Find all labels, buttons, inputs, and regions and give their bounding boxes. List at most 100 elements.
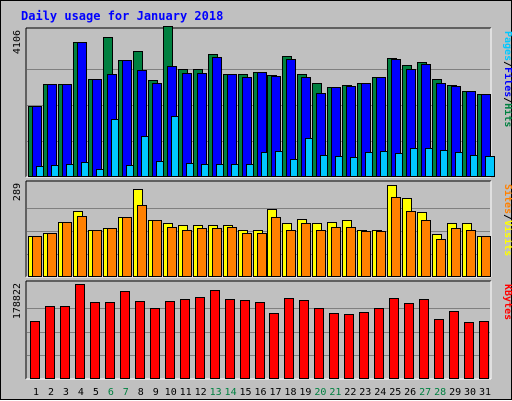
x-tick-label: 28 <box>434 387 446 398</box>
bar-sites-day-6 <box>107 228 117 277</box>
bar-sites-day-22 <box>346 227 356 277</box>
bar-sites-day-1 <box>32 236 42 277</box>
bar-kbytes-day-16 <box>255 302 265 379</box>
bar-kbytes-day-17 <box>269 313 279 379</box>
bar-sites-day-21 <box>331 227 341 277</box>
bar-files-day-7 <box>122 60 132 177</box>
x-tick-label: 8 <box>138 387 144 398</box>
y-max-label: 289 <box>12 183 23 201</box>
x-tick-label: 17 <box>269 387 281 398</box>
bar-files-day-5 <box>92 79 102 177</box>
bar-kbytes-day-12 <box>195 297 205 379</box>
bar-kbytes-day-14 <box>225 299 235 379</box>
bar-sites-day-9 <box>152 220 162 277</box>
x-tick-label: 24 <box>374 387 386 398</box>
x-tick-label: 12 <box>195 387 207 398</box>
bar-kbytes-day-23 <box>359 312 369 379</box>
bar-kbytes-day-13 <box>210 290 220 379</box>
bar-sites-day-29 <box>451 228 461 277</box>
side-legend: Pages/Files/Hits <box>502 31 512 127</box>
x-tick-label: 22 <box>344 387 356 398</box>
legend-entry: / <box>502 214 512 220</box>
side-legend: Sites/Visits <box>502 184 512 256</box>
bar-sites-day-23 <box>361 231 371 277</box>
bar-sites-day-16 <box>257 233 267 277</box>
bar-kbytes-day-4 <box>75 284 85 379</box>
bar-sites-day-8 <box>137 205 147 277</box>
bar-sites-day-24 <box>376 231 386 277</box>
bar-sites-day-26 <box>406 211 416 277</box>
bar-kbytes-day-21 <box>329 313 339 379</box>
bar-kbytes-day-24 <box>374 308 384 379</box>
bar-sites-day-3 <box>62 222 72 277</box>
bar-sites-day-20 <box>316 230 326 277</box>
bar-files-day-4 <box>77 42 87 177</box>
legend-entry: Sites <box>502 184 512 214</box>
x-tick-label: 1 <box>33 387 39 398</box>
x-tick-label: 18 <box>284 387 296 398</box>
bar-sites-day-17 <box>271 217 281 277</box>
legend-entry: / <box>502 97 512 103</box>
x-tick-label: 7 <box>123 387 129 398</box>
bar-files-day-12 <box>197 73 207 177</box>
legend-entry: / <box>502 61 512 67</box>
x-tick-label: 25 <box>389 387 401 398</box>
bar-kbytes-day-1 <box>30 321 40 379</box>
legend-entry: Files <box>502 67 512 97</box>
legend-entry: Hits <box>502 103 512 127</box>
bar-kbytes-day-7 <box>120 291 130 379</box>
bar-kbytes-day-11 <box>180 299 190 379</box>
bar-sites-day-2 <box>47 233 57 277</box>
bar-kbytes-day-15 <box>240 300 250 379</box>
y-max-label: 4106 <box>12 30 23 54</box>
x-tick-label: 20 <box>314 387 326 398</box>
bar-files-day-18 <box>286 59 296 177</box>
x-tick-label: 2 <box>48 387 54 398</box>
x-tick-label: 29 <box>449 387 461 398</box>
bar-sites-day-31 <box>481 236 491 277</box>
bar-sites-day-12 <box>197 228 207 277</box>
bar-kbytes-day-3 <box>60 306 70 379</box>
bar-kbytes-day-28 <box>434 319 444 379</box>
x-tick-label: 15 <box>240 387 252 398</box>
bar-kbytes-day-22 <box>344 314 354 379</box>
bar-sites-day-27 <box>421 220 431 277</box>
bar-files-day-15 <box>242 77 252 177</box>
x-tick-label: 6 <box>108 387 114 398</box>
bar-kbytes-day-8 <box>135 301 145 379</box>
bar-files-day-14 <box>227 74 237 177</box>
bar-kbytes-day-5 <box>90 302 100 379</box>
bar-sites-day-13 <box>212 228 222 277</box>
y-max-label: 178822 <box>12 283 23 319</box>
x-tick-label: 5 <box>93 387 99 398</box>
legend-entry: Visits <box>502 220 512 256</box>
x-tick-label: 21 <box>329 387 341 398</box>
bar-sites-day-10 <box>167 227 177 277</box>
bar-kbytes-day-9 <box>150 308 160 379</box>
bar-kbytes-day-26 <box>404 303 414 379</box>
bar-files-day-2 <box>47 84 57 177</box>
bar-sites-day-18 <box>286 230 296 277</box>
bar-files-day-11 <box>182 73 192 177</box>
bar-sites-day-7 <box>122 217 132 277</box>
bar-sites-day-4 <box>77 216 87 277</box>
bar-files-day-3 <box>62 84 72 177</box>
bar-kbytes-day-30 <box>464 322 474 379</box>
x-tick-label: 16 <box>254 387 266 398</box>
bar-kbytes-day-10 <box>165 301 175 379</box>
x-tick-label: 27 <box>419 387 431 398</box>
legend-entry: Pages <box>502 31 512 61</box>
bar-kbytes-day-27 <box>419 299 429 379</box>
bar-sites-day-19 <box>301 223 311 277</box>
bar-sites-day-30 <box>466 230 476 277</box>
bar-kbytes-day-31 <box>479 321 489 379</box>
x-tick-label: 10 <box>165 387 177 398</box>
x-tick-label: 26 <box>404 387 416 398</box>
bar-kbytes-day-20 <box>314 308 324 379</box>
chart-title: Daily usage for January 2018 <box>21 9 223 23</box>
x-tick-label: 30 <box>464 387 476 398</box>
bar-sites-day-25 <box>391 197 401 277</box>
x-tick-label: 23 <box>359 387 371 398</box>
